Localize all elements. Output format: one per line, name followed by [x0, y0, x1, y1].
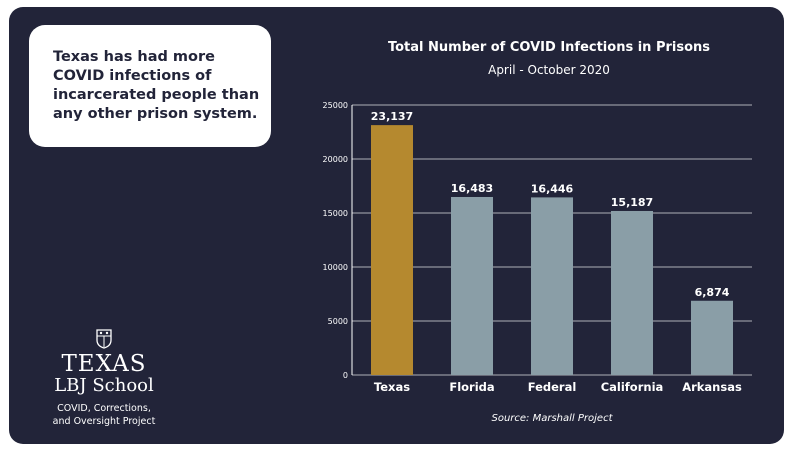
lbj-school-logo: TEXAS LBJ School COVID, Corrections, and… [29, 329, 179, 428]
chart-source: Source: Marshall Project [491, 413, 613, 424]
y-tick-label: 25000 [323, 101, 348, 110]
chart-title: Total Number of COVID Infections in Pris… [388, 40, 710, 55]
logo-project-line-1: COVID, Corrections, [57, 403, 151, 414]
data-label: 6,874 [695, 286, 730, 299]
infographic-panel: Texas has had more COVID infections of i… [9, 7, 784, 444]
callout-box: Texas has had more COVID infections of i… [29, 25, 271, 147]
data-label: 15,187 [611, 196, 653, 209]
logo-project-line-2: and Oversight Project [52, 416, 156, 427]
y-tick-label: 0 [343, 371, 348, 380]
data-label: 16,483 [451, 182, 493, 195]
ut-shield-icon [96, 329, 112, 349]
data-label: 23,137 [371, 110, 413, 123]
x-tick-label: Federal [528, 380, 577, 394]
y-tick-label: 10000 [323, 263, 348, 272]
callout-text: Texas has had more COVID infections of i… [53, 49, 260, 122]
bar-california [611, 210, 653, 375]
y-tick-label: 5000 [328, 317, 348, 326]
bar-chart: Total Number of COVID Infections in Pris… [323, 40, 752, 424]
bar-texas [371, 125, 413, 376]
bar-arkansas [691, 300, 733, 375]
x-tick-label: Florida [449, 380, 494, 394]
y-tick-label: 15000 [323, 209, 348, 218]
chart-subtitle: April - October 2020 [488, 63, 610, 77]
bar-federal [531, 197, 573, 375]
data-label: 16,446 [531, 182, 574, 195]
x-tick-label: California [601, 380, 664, 394]
bar-florida [451, 196, 493, 375]
x-tick-label: Texas [374, 380, 410, 394]
logo-texas: TEXAS [61, 351, 147, 377]
logo-lbj-school: LBJ School [54, 375, 154, 396]
y-tick-label: 20000 [323, 155, 348, 164]
x-tick-label: Arkansas [682, 380, 742, 394]
